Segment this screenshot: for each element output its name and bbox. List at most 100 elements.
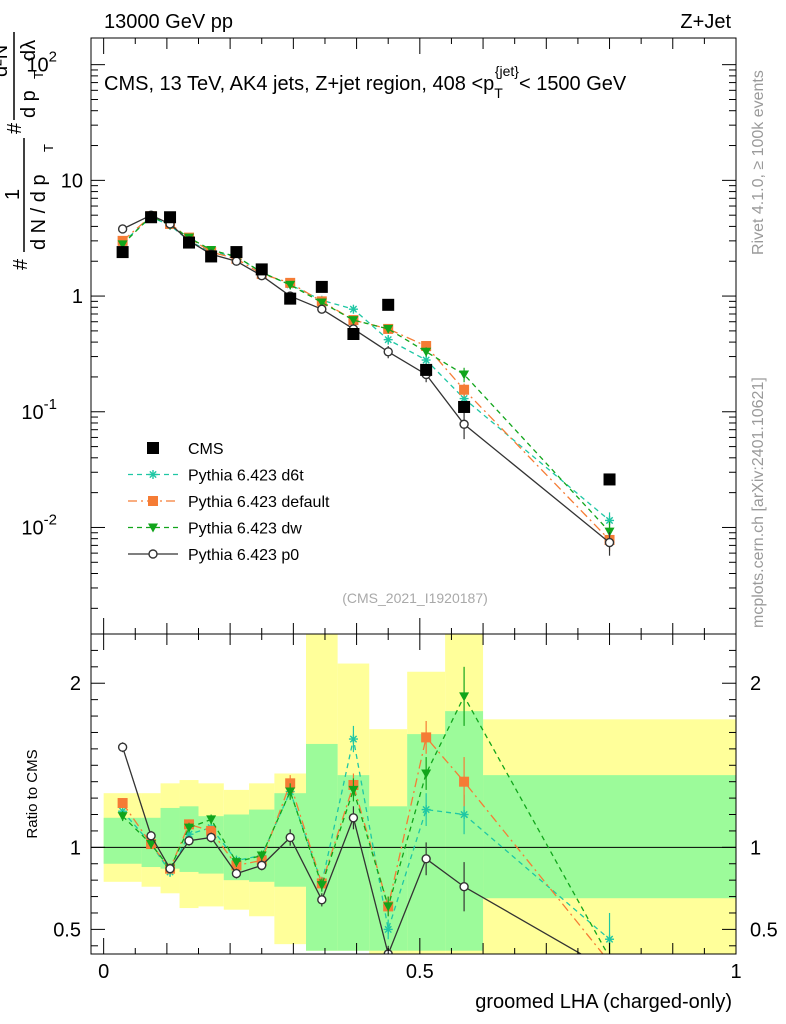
cms-data-point	[315, 280, 328, 293]
pythia-6-423-dw-ratio-point	[184, 823, 195, 833]
cms-data-point	[603, 473, 616, 486]
pythia-6-423-dw-ratio-point	[383, 902, 394, 912]
legend-cms-marker	[147, 442, 159, 454]
legend-pythia-6-423-default-marker	[148, 496, 158, 506]
y-tick-label: 10-2	[21, 511, 57, 539]
pythia-6-423-dw-point	[421, 347, 432, 357]
pythia-6-423-p0-ratio-point	[421, 854, 431, 864]
legend-pythia-6-423-p0-label: Pythia 6.423 p0	[188, 547, 299, 564]
pythia-6-423-dw-point	[604, 527, 615, 537]
svg-text:T: T	[41, 144, 56, 152]
green-band-segment	[337, 775, 370, 951]
pythia-6-423-default-ratio-point	[459, 776, 470, 787]
pythia-6-423-p0-point	[231, 256, 242, 266]
pythia-6-423-dw-ratio-point	[231, 858, 242, 868]
svg-text:T: T	[31, 71, 46, 79]
y-tick-label: 1	[72, 286, 83, 308]
pythia-6-423-p0-ratio-point	[317, 895, 327, 905]
ratio-y-tick-label: 2	[70, 673, 81, 695]
pythia-6-423-d6t-ratio-point	[421, 805, 431, 815]
pythia-6-423-p0-ratio-point	[257, 860, 267, 871]
cms-data-point	[382, 298, 395, 311]
y-tick-label: 102	[26, 49, 57, 77]
ratio-axis-ticks: 0.5 0.5 1 1 2 2 0 0.5 1	[53, 634, 778, 983]
process-label: Z+Jet	[680, 11, 731, 33]
green-band-segment	[483, 775, 736, 899]
pythia-6-423-dw-point	[316, 298, 327, 308]
pythia-6-423-d6t-point	[348, 304, 358, 314]
rivet-version-label: Rivet 4.1.0, ≥ 100k events	[750, 70, 767, 255]
svg-text:dλ: dλ	[18, 40, 40, 61]
x-tick-label: 0	[98, 961, 109, 983]
cms-data-point	[116, 246, 129, 259]
cms-data-point	[284, 292, 297, 305]
pythia-6-423-dw-ratio-point	[348, 785, 359, 795]
ratio-y-tick-label-right: 2	[750, 673, 761, 695]
ratio-y-tick-label: 0.5	[53, 919, 81, 941]
green-band-segment	[160, 807, 180, 869]
pythia-6-423-dw-point	[459, 370, 470, 380]
pythia-6-423-dw-ratio-point	[459, 692, 470, 702]
pythia-6-423-default-ratio-point	[117, 798, 128, 809]
cms-data-point	[164, 211, 177, 224]
svg-text:d²N: d²N	[0, 45, 12, 77]
pythia-6-423-p0-point	[604, 537, 615, 548]
pythia-6-423-default-ratio-point	[421, 732, 432, 743]
ratio-series-layer	[117, 666, 615, 954]
pythia-6-423-dw-point	[117, 240, 128, 250]
pythia-6-423-p0-ratio-point	[231, 868, 242, 879]
ratio-y-tick-label-right: 0.5	[750, 919, 778, 941]
pythia-6-423-p0-ratio-point	[146, 831, 156, 841]
pythia-6-423-default-point	[421, 341, 432, 352]
legend-pythia-6-423-default-label: Pythia 6.423 default	[188, 494, 330, 511]
pythia-6-423-p0-ratio-point	[184, 836, 194, 846]
pythia-6-423-dw-point	[285, 280, 296, 290]
cms-data-point	[255, 263, 268, 276]
pythia-6-423-p0-point	[383, 347, 393, 357]
ratio-y-tick-label: 1	[70, 837, 81, 859]
pythia-6-423-p0-ratio-point	[206, 832, 216, 843]
pythia-6-423-p0-ratio-line	[121, 747, 583, 954]
pythia-6-423-d6t-ratio-point	[459, 810, 469, 820]
pythia-6-423-d6t-point	[421, 355, 431, 365]
cms-data-point	[347, 328, 360, 341]
legend-pythia-6-423-d6t-label: Pythia 6.423 d6t	[188, 468, 304, 485]
x-axis-label: groomed LHA (charged-only)	[475, 991, 732, 1013]
legend-pythia-6-423-d6t-marker	[148, 470, 158, 479]
y-tick-label: 10	[61, 170, 83, 192]
pythia-6-423-p0-point	[117, 224, 128, 234]
cms-data-point	[205, 250, 218, 263]
ratio-y-tick-label-right: 1	[750, 837, 761, 859]
chart-title: CMS, 13 TeV, AK4 jets, Z+jet region, 408…	[104, 63, 627, 101]
ratio-y-axis-label: Ratio to CMS	[24, 749, 41, 838]
pythia-6-423-p0-ratio-point	[165, 863, 175, 874]
legend: CMS Pythia 6.423 d6t Pythia 6.423 default P…	[128, 441, 330, 564]
pythia-6-423-default-ratio-line	[122, 735, 604, 954]
pythia-6-423-default-ratio-point	[206, 825, 217, 836]
pythia-6-423-p0-ratio-point	[285, 832, 295, 843]
pythia-6-423-dw-ratio-point	[285, 787, 296, 797]
y-tick-label: 10-1	[21, 396, 57, 424]
pythia-6-423-dw-ratio-point	[316, 881, 327, 891]
beam-label: 13000 GeV pp	[104, 11, 233, 33]
main-plot-frame	[90, 37, 737, 635]
analysis-id-watermark: (CMS_2021_I1920187)	[342, 590, 488, 606]
pythia-6-423-default-line	[122, 215, 610, 541]
legend-cms-label: CMS	[188, 441, 224, 458]
svg-text:#: #	[10, 258, 32, 270]
pythia-6-423-d6t-ratio-point	[605, 934, 615, 944]
pythia-6-423-d6t-ratio-point	[383, 924, 393, 934]
cms-data-point	[183, 236, 196, 249]
legend-pythia-6-423-dw-marker	[148, 523, 158, 533]
pythia-6-423-dw-ratio-point	[256, 851, 267, 861]
pythia-6-423-dw-ratio-point	[206, 815, 217, 825]
pythia-6-423-dw-ratio-point	[421, 769, 432, 779]
green-band-segment	[103, 817, 142, 864]
pythia-6-423-d6t-ratio-point	[348, 734, 358, 744]
pythia-6-423-p0-ratio-point	[459, 882, 469, 892]
pythia-6-423-dw-ratio-point	[117, 812, 128, 822]
main-series-layer	[116, 210, 616, 556]
cms-data-point	[420, 363, 433, 376]
pythia-6-423-p0-point	[459, 419, 469, 429]
